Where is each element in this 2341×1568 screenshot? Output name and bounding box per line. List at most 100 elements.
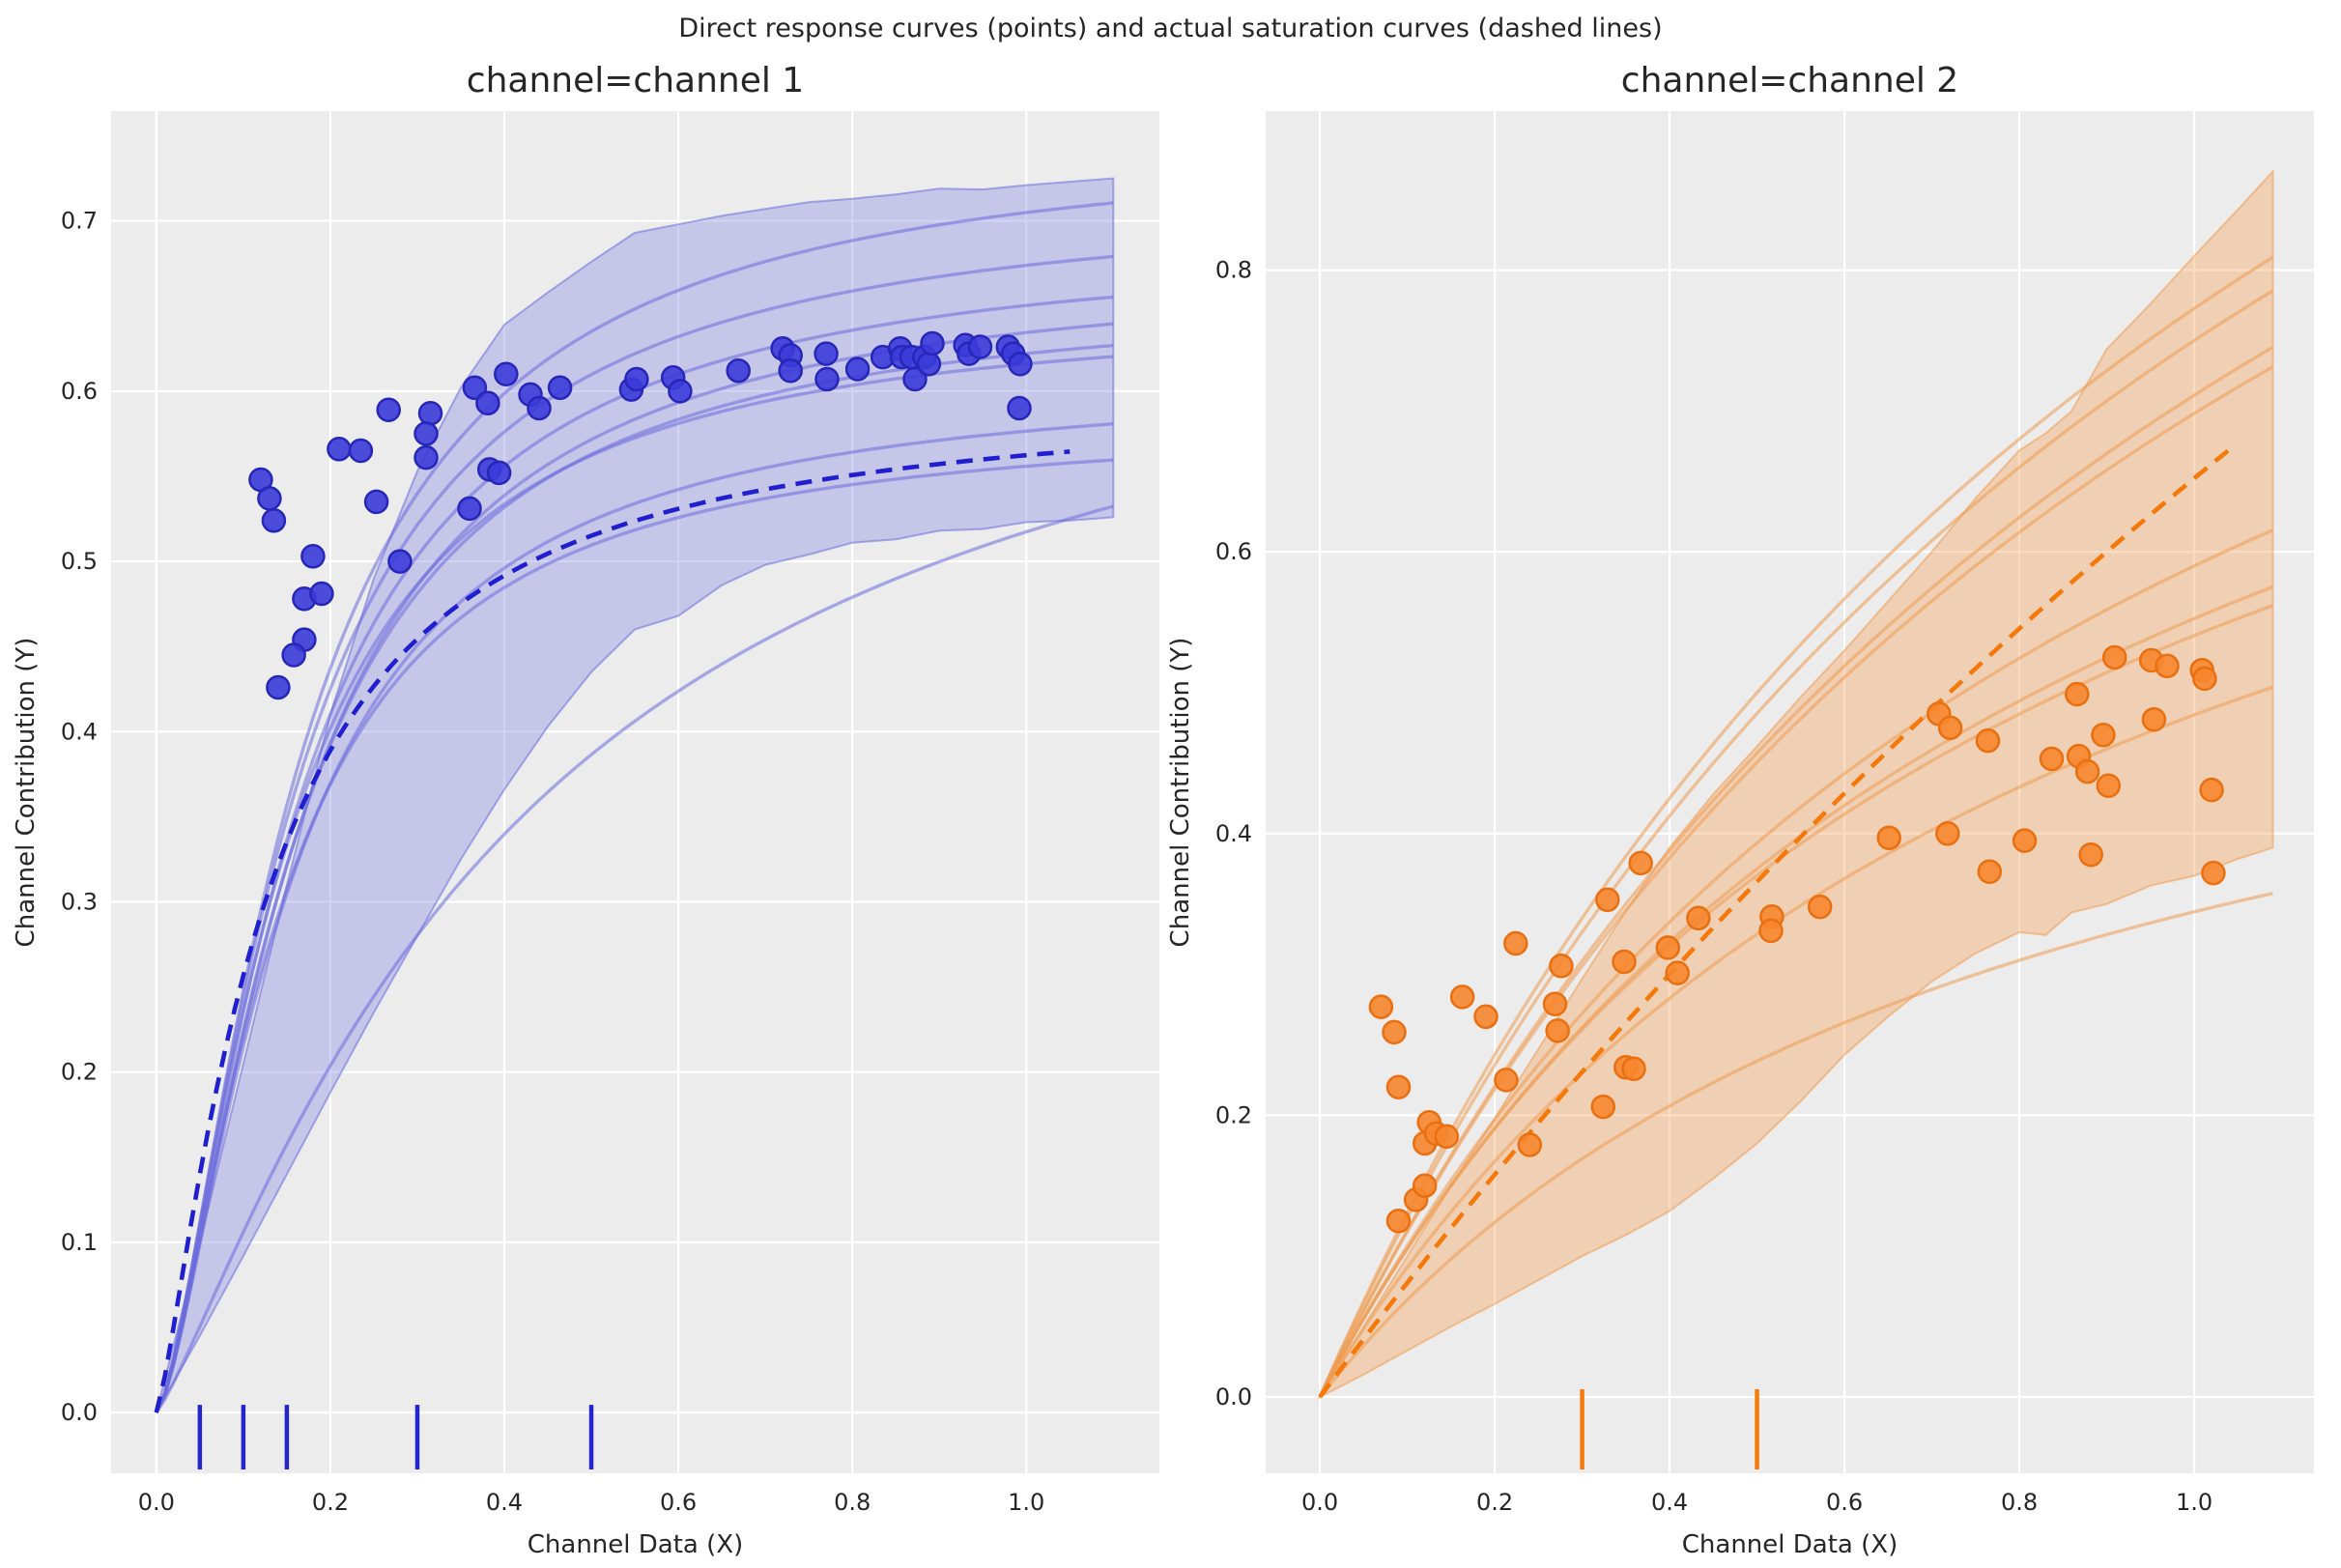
data-point xyxy=(261,508,287,533)
y-tick-label: 0.2 xyxy=(1215,1101,1252,1128)
y-tick-label: 0.5 xyxy=(61,548,98,575)
data-point xyxy=(2012,828,2038,853)
actual-saturation-dashed-curve xyxy=(1318,447,2231,1399)
x-tick-label: 0.6 xyxy=(660,1489,697,1516)
data-point xyxy=(902,366,928,392)
data-point xyxy=(2078,841,2103,868)
data-point xyxy=(814,366,840,392)
data-point xyxy=(2155,653,2180,679)
data-point xyxy=(1935,821,1960,846)
data-point xyxy=(363,489,389,515)
data-point xyxy=(462,375,488,401)
data-point xyxy=(1008,351,1033,377)
data-point xyxy=(2065,681,2090,707)
sample-curve-1 xyxy=(155,201,1114,1413)
data-point xyxy=(266,674,291,700)
data-point xyxy=(726,357,751,384)
data-point xyxy=(1655,935,1681,960)
x-tick-label: 0.4 xyxy=(486,1489,523,1516)
sample-curve-4 xyxy=(1318,365,2274,1398)
sample-curve-6 xyxy=(155,355,1114,1413)
data-point xyxy=(1494,1068,1519,1093)
data-point xyxy=(1975,727,2001,754)
data-point xyxy=(1503,930,1528,956)
data-point xyxy=(668,379,693,404)
data-point xyxy=(1542,991,1568,1016)
x-tick-label: 0.2 xyxy=(312,1489,349,1516)
x-axis-label: Channel Data (X) xyxy=(1682,1530,1898,1559)
x-tick-label: 0.2 xyxy=(1476,1489,1513,1516)
x-tick-label: 0.0 xyxy=(138,1489,175,1516)
data-point xyxy=(486,460,512,486)
data-point xyxy=(2192,666,2217,692)
data-point xyxy=(1382,1019,1407,1045)
data-point xyxy=(327,437,352,462)
data-point xyxy=(778,357,803,384)
data-point xyxy=(1621,1056,1646,1082)
data-point xyxy=(1977,859,2003,884)
y-tick-label: 0.8 xyxy=(1215,257,1252,284)
x-tick-label: 1.0 xyxy=(2176,1489,2213,1516)
panel-2: 0.0 0.2 0.4 0.6 0.8 1.0 0.0 0.2 0.4 0.6 0.8 channel… xyxy=(1166,61,2314,1559)
x-tick-label: 0.0 xyxy=(1301,1489,1338,1516)
data-point xyxy=(1473,1004,1499,1030)
data-point xyxy=(387,549,413,574)
sample-curve-1 xyxy=(1318,255,2274,1398)
x-tick-label: 0.8 xyxy=(2001,1489,2038,1516)
y-tick-label: 0.0 xyxy=(1215,1383,1252,1411)
data-point xyxy=(1434,1124,1460,1150)
x-tick-label: 1.0 xyxy=(1008,1489,1044,1516)
panel-1: 0.0 0.2 0.4 0.6 0.8 1.0 0.0 0.1 0.2 0.3 0.4 0.5 0.6 0… xyxy=(12,61,1159,1559)
data-point xyxy=(348,438,374,464)
data-point xyxy=(414,444,439,470)
data-point xyxy=(1590,1094,1616,1120)
data-point xyxy=(1595,887,1620,913)
data-point xyxy=(1665,960,1690,985)
sample-curve-8 xyxy=(155,458,1114,1413)
y-tick-label: 0.1 xyxy=(61,1229,98,1256)
data-point xyxy=(1807,894,1833,920)
data-point xyxy=(1517,1132,1543,1157)
sample-curve-5 xyxy=(1318,528,2274,1398)
data-point xyxy=(920,330,945,356)
data-point xyxy=(376,397,401,422)
data-point xyxy=(1549,954,1574,979)
figure-suptitle: Direct response curves (points) and actu… xyxy=(678,14,1663,43)
data-point xyxy=(1449,984,1475,1010)
uncertainty-band xyxy=(155,177,1115,1413)
y-tick-label: 0.6 xyxy=(1215,538,1252,565)
y-tick-label: 0.3 xyxy=(61,888,98,915)
y-axis-label: Channel Contribution (Y) xyxy=(12,638,41,948)
y-tick-label: 0.6 xyxy=(61,378,98,405)
data-point xyxy=(1758,918,1784,944)
data-point xyxy=(1937,715,1963,741)
data-point xyxy=(527,395,552,421)
data-point xyxy=(1385,1208,1412,1234)
data-point xyxy=(2074,758,2100,784)
axes-background xyxy=(1266,111,2314,1473)
x-tick-label: 0.8 xyxy=(834,1489,871,1516)
data-point xyxy=(414,421,439,446)
data-point xyxy=(2101,644,2127,670)
data-point xyxy=(300,544,326,569)
y-tick-label: 0.7 xyxy=(61,208,98,235)
data-point xyxy=(624,366,649,392)
data-point xyxy=(2039,746,2065,772)
data-point xyxy=(1368,994,1394,1019)
data-point xyxy=(457,496,482,522)
data-point xyxy=(2091,722,2116,748)
y-tick-label: 0.0 xyxy=(61,1399,98,1426)
data-point xyxy=(1686,905,1711,931)
y-tick-label: 0.4 xyxy=(61,718,98,745)
data-point xyxy=(547,375,573,401)
sample-curve-8 xyxy=(1318,685,2274,1398)
panel-title: channel=channel 2 xyxy=(1621,61,1958,100)
x-axis-label: Channel Data (X) xyxy=(528,1530,743,1559)
data-point xyxy=(2141,706,2167,732)
data-point xyxy=(281,642,306,668)
data-point xyxy=(844,356,871,382)
data-point xyxy=(2096,773,2122,798)
data-point xyxy=(1007,395,1032,421)
